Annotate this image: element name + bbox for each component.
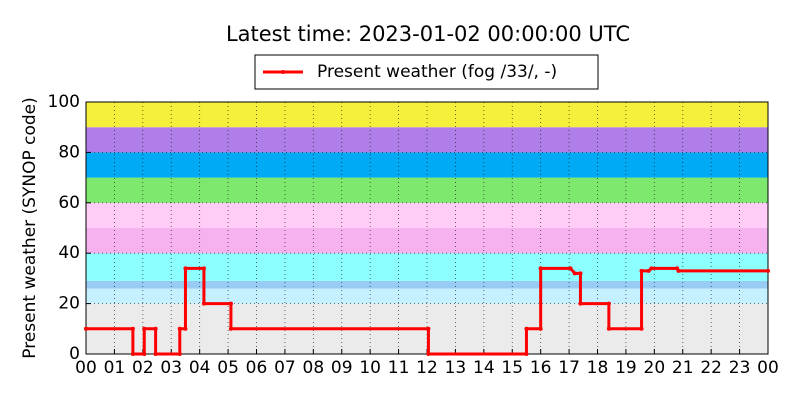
data-point xyxy=(524,352,529,356)
data-point xyxy=(84,326,88,331)
data-point xyxy=(649,266,654,271)
data-point xyxy=(142,326,147,331)
chart-title: Latest time: 2023-01-02 00:00:00 UTC xyxy=(226,22,630,46)
x-tick-label: 14 xyxy=(473,358,495,378)
data-point xyxy=(572,271,577,276)
data-point xyxy=(228,326,233,331)
data-point xyxy=(177,326,182,331)
x-tick-label: 08 xyxy=(303,358,325,378)
y-tick-label: 80 xyxy=(58,142,80,162)
background-band xyxy=(86,127,768,153)
x-tick-label: 06 xyxy=(246,358,268,378)
legend xyxy=(254,54,599,90)
x-tick-label: 09 xyxy=(331,358,353,378)
x-tick-label: 03 xyxy=(160,358,182,378)
x-tick-label: 18 xyxy=(587,358,609,378)
y-tick-label: 40 xyxy=(58,243,80,263)
x-tick-label: 00 xyxy=(757,358,779,378)
data-point xyxy=(606,326,611,331)
x-tick-label: 15 xyxy=(501,358,523,378)
background-band xyxy=(86,280,768,289)
data-point xyxy=(646,268,651,273)
x-tick-label: 22 xyxy=(700,358,722,378)
x-tick-label: 07 xyxy=(274,358,296,378)
y-tick-label: 60 xyxy=(58,193,80,213)
y-tick-label: 100 xyxy=(48,92,80,112)
data-point xyxy=(766,268,770,273)
data-point xyxy=(426,352,431,356)
data-point xyxy=(183,326,188,331)
data-point xyxy=(606,301,611,306)
background-band xyxy=(86,228,768,254)
data-point xyxy=(639,326,644,331)
data-point xyxy=(568,266,573,271)
x-tick-label: 23 xyxy=(729,358,751,378)
data-point xyxy=(177,352,182,356)
data-point xyxy=(130,352,135,356)
x-tick-label: 21 xyxy=(672,358,694,378)
data-point xyxy=(538,266,543,271)
legend-label: Present weather (fog /33/, -) xyxy=(317,62,557,82)
data-point xyxy=(228,301,233,306)
x-tick-label: 05 xyxy=(217,358,239,378)
x-tick-label: 13 xyxy=(445,358,467,378)
data-point xyxy=(201,266,206,271)
data-point xyxy=(426,326,431,331)
data-point xyxy=(676,268,681,273)
x-tick-label: 17 xyxy=(558,358,580,378)
data-point xyxy=(153,326,158,331)
data-point xyxy=(142,352,147,356)
background-band xyxy=(86,288,768,304)
x-tick-label: 01 xyxy=(104,358,126,378)
legend-marker xyxy=(281,70,285,74)
data-point xyxy=(153,352,158,356)
x-tick-label: 04 xyxy=(189,358,211,378)
data-line xyxy=(86,266,768,356)
data-point xyxy=(639,268,644,273)
x-tick-label: 19 xyxy=(615,358,637,378)
background-band xyxy=(86,152,768,178)
x-tick-label: 00 xyxy=(75,358,97,378)
data-point xyxy=(578,271,583,276)
x-tick-label: 16 xyxy=(530,358,552,378)
data-point xyxy=(201,301,206,306)
y-axis-label: Present weather (SYNOP code) xyxy=(20,97,40,358)
x-tick-label: 02 xyxy=(132,358,154,378)
y-tick-label: 0 xyxy=(69,344,80,364)
data-point xyxy=(524,326,529,331)
data-point xyxy=(130,326,135,331)
x-tick-label: 10 xyxy=(359,358,381,378)
x-tick-label: 12 xyxy=(416,358,438,378)
x-tick-label: 20 xyxy=(644,358,666,378)
x-tick-label: 11 xyxy=(388,358,410,378)
data-point xyxy=(538,326,543,331)
data-point xyxy=(578,301,583,306)
data-point xyxy=(183,266,188,271)
y-tick-label: 20 xyxy=(58,294,80,314)
